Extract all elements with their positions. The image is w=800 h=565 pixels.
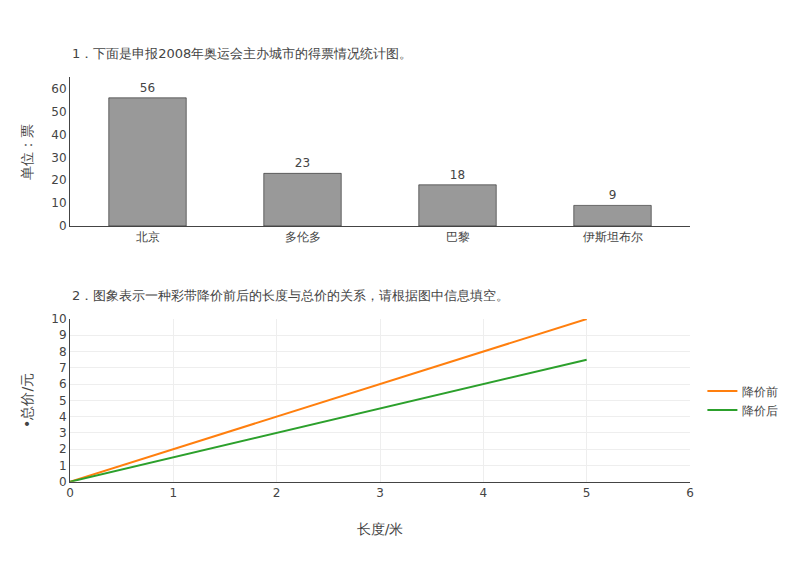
svg-text:2: 2	[273, 486, 281, 500]
svg-text:0: 0	[59, 219, 67, 233]
svg-text:0: 0	[66, 486, 74, 500]
svg-text:50: 50	[51, 105, 66, 119]
svg-text:7: 7	[59, 361, 67, 375]
svg-text:4: 4	[59, 410, 67, 424]
svg-text:2: 2	[59, 442, 67, 456]
svg-text:40: 40	[51, 128, 66, 142]
svg-text:5: 5	[59, 394, 67, 408]
svg-text:23: 23	[295, 156, 310, 170]
svg-text:单位：票: 单位：票	[19, 124, 35, 180]
svg-text:30: 30	[51, 151, 66, 165]
svg-text:2．图象表示一种彩带降价前后的长度与总价的关系，请根据图中信: 2．图象表示一种彩带降价前后的长度与总价的关系，请根据图中信息填空。	[72, 288, 509, 303]
svg-text:20: 20	[51, 173, 66, 187]
svg-text:3: 3	[376, 486, 384, 500]
svg-text:伊斯坦布尔: 伊斯坦布尔	[583, 230, 643, 244]
svg-text:4: 4	[480, 486, 488, 500]
svg-text:巴黎: 巴黎	[446, 230, 470, 244]
svg-text:多伦多: 多伦多	[285, 230, 321, 244]
svg-text:10: 10	[51, 196, 66, 210]
svg-text:1: 1	[170, 486, 178, 500]
svg-text:北京: 北京	[136, 230, 160, 244]
svg-text:9: 9	[609, 188, 617, 202]
svg-text:9: 9	[59, 328, 67, 342]
svg-text:1．下面是申报2008年奥运会主办城市的得票情况统计图。: 1．下面是申报2008年奥运会主办城市的得票情况统计图。	[72, 46, 412, 61]
svg-text:3: 3	[59, 426, 67, 440]
svg-text:降价后: 降价后	[742, 404, 778, 418]
svg-text:18: 18	[450, 168, 465, 182]
svg-text:1: 1	[59, 459, 67, 473]
svg-text:长度/米: 长度/米	[357, 521, 404, 537]
svg-text:10: 10	[51, 312, 66, 326]
svg-text:60: 60	[51, 82, 66, 96]
svg-text:•总价/元: •总价/元	[19, 373, 35, 428]
svg-text:0: 0	[59, 475, 67, 489]
svg-text:6: 6	[59, 377, 67, 391]
svg-text:8: 8	[59, 345, 67, 359]
svg-text:降价前: 降价前	[742, 385, 778, 399]
svg-text:5: 5	[583, 486, 591, 500]
svg-text:6: 6	[686, 486, 694, 500]
svg-text:56: 56	[140, 81, 155, 95]
